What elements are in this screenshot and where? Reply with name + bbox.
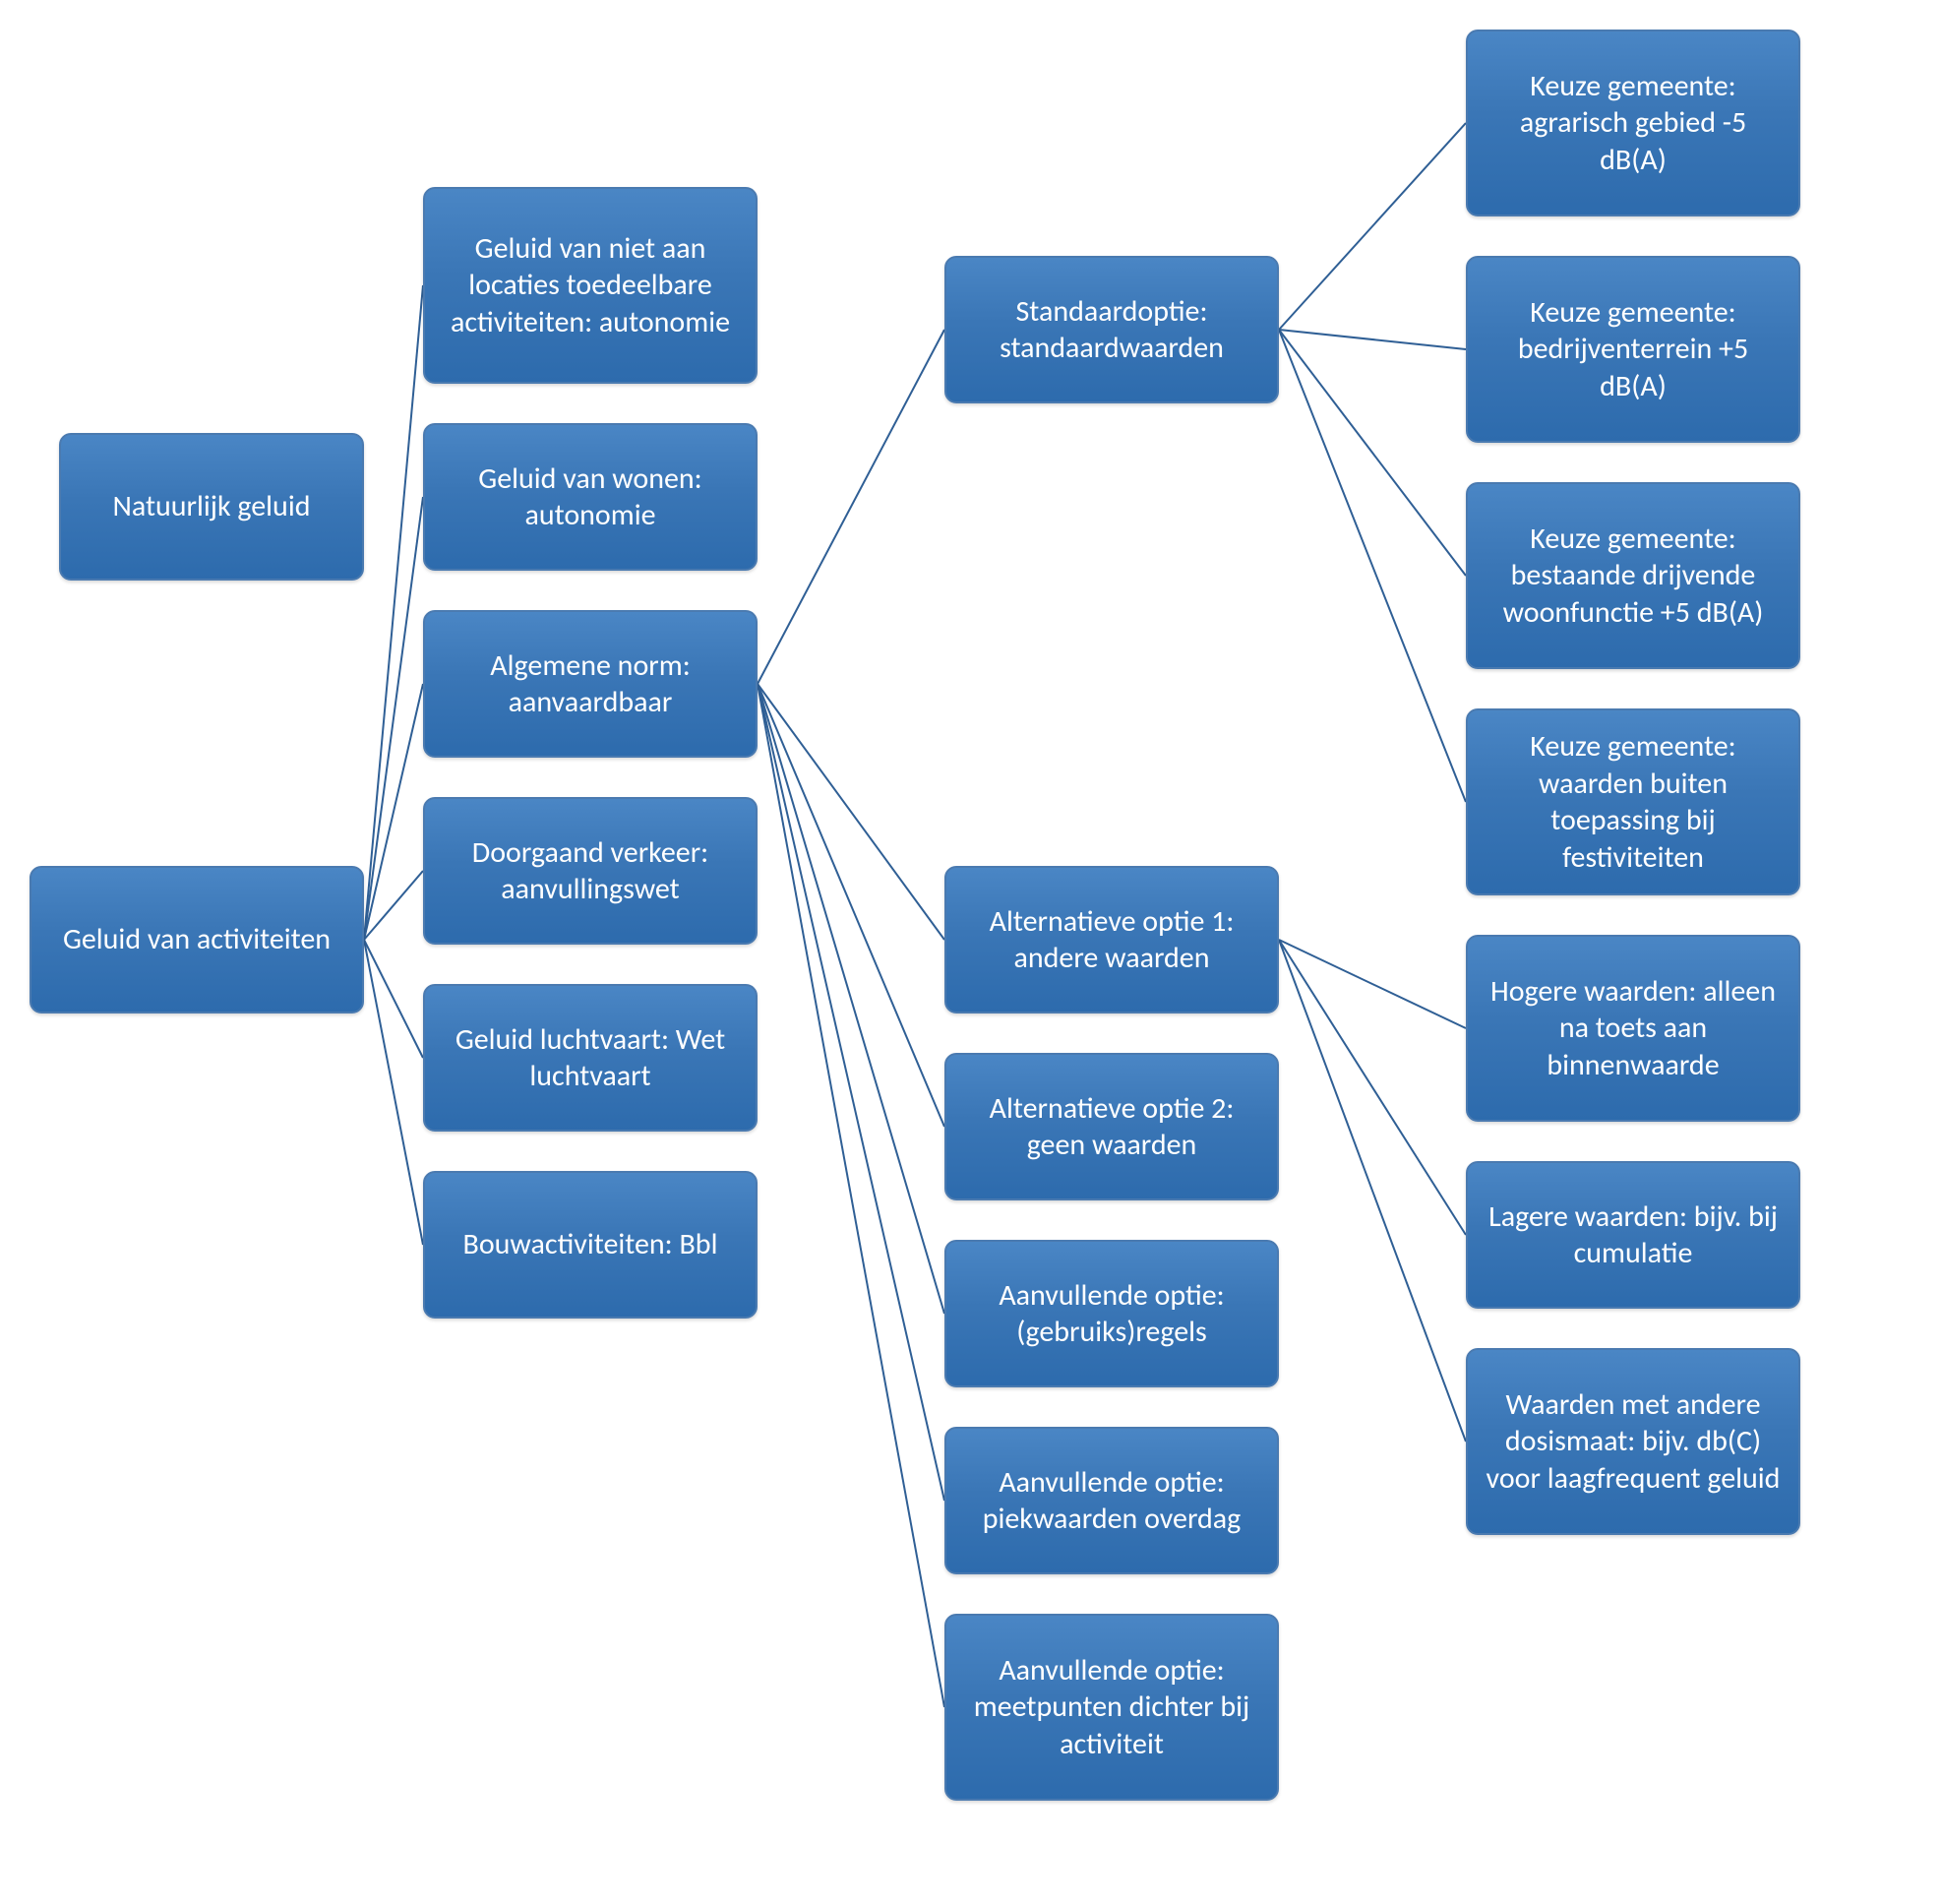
- node-keuze_drijvend: Keuze gemeente: bestaande drijvende woon…: [1466, 482, 1800, 669]
- node-bouw: Bouwactiviteiten: Bbl: [423, 1171, 758, 1319]
- edge-algemene_norm-standaard: [758, 330, 944, 684]
- node-label: Keuze gemeente: bedrijventerrein +5 dB(A…: [1486, 294, 1781, 405]
- edge-alt1-dosismaat: [1279, 940, 1466, 1442]
- node-label: Keuze gemeente: agrarisch gebied -5 dB(A…: [1486, 68, 1781, 179]
- node-label: Geluid van activiteiten: [63, 921, 331, 958]
- edge-activiteiten-luchtvaart: [364, 940, 423, 1058]
- node-keuze_festiv: Keuze gemeente: waarden buiten toepassin…: [1466, 708, 1800, 895]
- edge-activiteiten-wonen: [364, 497, 423, 940]
- edge-activiteiten-algemene_norm: [364, 684, 423, 940]
- node-standaard: Standaardoptie: standaardwaarden: [944, 256, 1279, 403]
- edge-standaard-keuze_drijvend: [1279, 330, 1466, 576]
- node-label: Geluid luchtvaart: Wet luchtvaart: [443, 1021, 738, 1095]
- diagram-canvas: Natuurlijk geluid Geluid van activiteiten…: [0, 0, 1942, 1904]
- node-label: Aanvullende optie: piekwaarden overdag: [964, 1464, 1259, 1538]
- node-hogere: Hogere waarden: alleen na toets aan binn…: [1466, 935, 1800, 1122]
- node-label: Geluid van wonen: autonomie: [443, 461, 738, 534]
- edge-standaard-keuze_bedrijven: [1279, 330, 1466, 349]
- edge-algemene_norm-aanv_meetpunt: [758, 684, 944, 1707]
- node-dosismaat: Waarden met andere dosismaat: bijv. db(C…: [1466, 1348, 1800, 1535]
- node-luchtvaart: Geluid luchtvaart: Wet luchtvaart: [423, 984, 758, 1132]
- node-label: Algemene norm: aanvaardbaar: [443, 647, 738, 721]
- edge-algemene_norm-aanv_piek: [758, 684, 944, 1501]
- edge-alt1-lagere: [1279, 940, 1466, 1235]
- node-aanv_gebruik: Aanvullende optie: (gebruiks)regels: [944, 1240, 1279, 1387]
- node-doorgaand: Doorgaand verkeer: aanvullingswet: [423, 797, 758, 945]
- node-alt1: Alternatieve optie 1: andere waarden: [944, 866, 1279, 1013]
- edge-activiteiten-niet_locaties: [364, 285, 423, 940]
- edge-algemene_norm-aanv_gebruik: [758, 684, 944, 1314]
- node-label: Doorgaand verkeer: aanvullingswet: [443, 834, 738, 908]
- node-label: Aanvullende optie: meetpunten dichter bi…: [964, 1652, 1259, 1763]
- node-alt2: Alternatieve optie 2: geen waarden: [944, 1053, 1279, 1200]
- node-label: Keuze gemeente: waarden buiten toepassin…: [1486, 728, 1781, 876]
- node-label: Bouwactiviteiten: Bbl: [463, 1226, 718, 1263]
- edge-alt1-hogere: [1279, 940, 1466, 1028]
- edge-standaard-keuze_festiv: [1279, 330, 1466, 802]
- node-wonen: Geluid van wonen: autonomie: [423, 423, 758, 571]
- edge-algemene_norm-alt2: [758, 684, 944, 1127]
- node-label: Alternatieve optie 2: geen waarden: [964, 1090, 1259, 1164]
- node-niet_locaties: Geluid van niet aan locaties toedeelbare…: [423, 187, 758, 384]
- edge-algemene_norm-alt1: [758, 684, 944, 940]
- node-label: Alternatieve optie 1: andere waarden: [964, 903, 1259, 977]
- edge-standaard-keuze_agrarisch: [1279, 123, 1466, 330]
- node-algemene_norm: Algemene norm: aanvaardbaar: [423, 610, 758, 758]
- node-natuurlijk: Natuurlijk geluid: [59, 433, 364, 581]
- node-label: Standaardoptie: standaardwaarden: [964, 293, 1259, 367]
- node-aanv_meetpunt: Aanvullende optie: meetpunten dichter bi…: [944, 1614, 1279, 1801]
- node-label: Keuze gemeente: bestaande drijvende woon…: [1486, 521, 1781, 632]
- node-label: Natuurlijk geluid: [113, 488, 311, 525]
- node-keuze_agrarisch: Keuze gemeente: agrarisch gebied -5 dB(A…: [1466, 30, 1800, 216]
- edge-activiteiten-doorgaand: [364, 871, 423, 940]
- node-label: Geluid van niet aan locaties toedeelbare…: [443, 230, 738, 341]
- node-label: Waarden met andere dosismaat: bijv. db(C…: [1486, 1386, 1781, 1498]
- node-activiteiten: Geluid van activiteiten: [30, 866, 364, 1013]
- node-label: Lagere waarden: bijv. bij cumulatie: [1486, 1198, 1781, 1272]
- node-label: Hogere waarden: alleen na toets aan binn…: [1486, 973, 1781, 1084]
- node-keuze_bedrijven: Keuze gemeente: bedrijventerrein +5 dB(A…: [1466, 256, 1800, 443]
- node-lagere: Lagere waarden: bijv. bij cumulatie: [1466, 1161, 1800, 1309]
- node-aanv_piek: Aanvullende optie: piekwaarden overdag: [944, 1427, 1279, 1574]
- node-label: Aanvullende optie: (gebruiks)regels: [964, 1277, 1259, 1351]
- edge-activiteiten-bouw: [364, 940, 423, 1245]
